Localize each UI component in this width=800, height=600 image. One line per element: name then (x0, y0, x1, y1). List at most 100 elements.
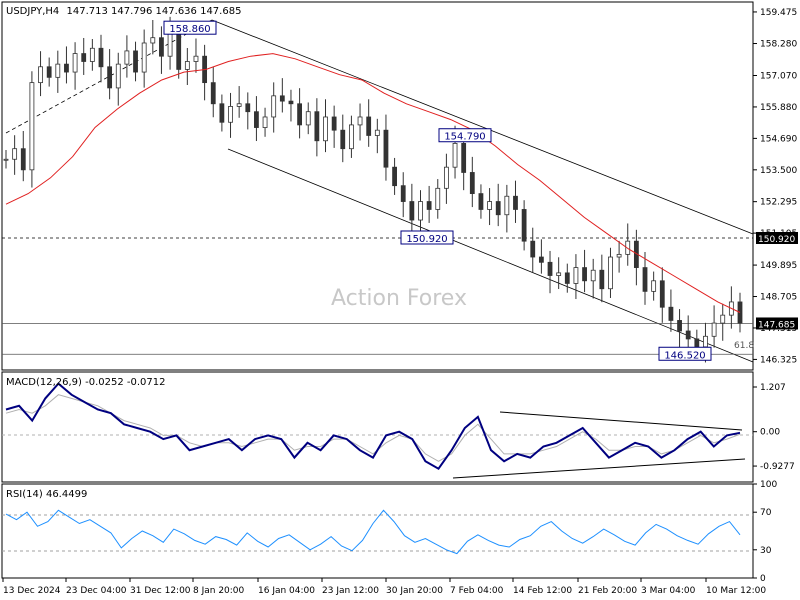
candle-body (677, 320, 682, 332)
price-tick-label: 159.475 (760, 8, 797, 18)
candle-body (426, 201, 432, 210)
candle-body (685, 330, 691, 340)
candle-body (340, 129, 346, 150)
candle-body (176, 32, 182, 70)
annotation-label: 158.860 (169, 24, 210, 35)
annotation-box (438, 128, 492, 143)
time-tick-label: 23 Dec 04:00 (66, 586, 127, 596)
candle-body (590, 269, 596, 282)
annotation-label: 154.790 (444, 132, 485, 143)
candle-body (314, 111, 320, 142)
macd-lower-trendline (452, 458, 746, 479)
candle-body (582, 267, 587, 282)
macd-axis: 1.207 0.00 -0.9277 (753, 383, 795, 472)
candle-body (659, 280, 665, 308)
candle-body (651, 280, 657, 292)
rsi-tick-label: 0 (760, 574, 766, 584)
candle-body (219, 103, 225, 123)
candle-body (608, 256, 613, 290)
candle-body (297, 103, 303, 126)
candle-body (236, 103, 242, 107)
price-pane: Action Forex 158.860 154.790 150.920 146.52… (1, 1, 754, 371)
candle-body (487, 201, 492, 210)
macd-line (5, 382, 741, 471)
annotation-box (163, 20, 217, 35)
candle-body (254, 111, 259, 128)
price-tick-label: 158.280 (760, 40, 797, 50)
candle-body (133, 50, 138, 73)
candle-body (115, 63, 121, 89)
ohlc-values: 147.713 147.796 147.636 147.685 (66, 6, 241, 17)
time-tick-label: 8 Jan 20:00 (193, 586, 245, 596)
annotation-label: 150.920 (406, 234, 447, 245)
symbol-title: USDJPY,H4 (6, 6, 59, 17)
candle-body (46, 66, 52, 78)
price-tick-label: 149.895 (760, 261, 797, 271)
time-tick-label: 3 Mar 04:00 (641, 586, 696, 596)
candle-body (279, 95, 285, 102)
candle-body (98, 47, 104, 68)
candle-body (184, 61, 190, 70)
time-tick-label: 7 Feb 04:00 (450, 586, 504, 596)
price-tick-label: 157.070 (760, 71, 797, 81)
macd-upper-trendline (499, 411, 743, 431)
price-tick-label: 153.500 (760, 166, 797, 176)
time-tick-label: 31 Dec 12:00 (130, 586, 191, 596)
price-axis: 159.475 158.280 157.070 155.880 154.690 153.5… (753, 8, 798, 365)
price-pane-border (1, 1, 754, 371)
candle-body (159, 37, 164, 57)
candle-body (461, 143, 467, 173)
rsi-pane-border (1, 483, 754, 579)
candle-body (124, 50, 130, 65)
price-tick-label: 155.880 (760, 103, 797, 113)
candle-body (64, 63, 69, 73)
time-tick-label: 16 Jan 04:00 (258, 586, 315, 596)
candle-body (323, 116, 328, 142)
candle-body (521, 209, 527, 242)
channel-upper-line (211, 19, 754, 235)
candle-body (245, 103, 251, 113)
candle-body (452, 143, 458, 168)
time-tick-label: 13 Dec 2024 (3, 586, 61, 596)
candle-body (331, 116, 337, 131)
candle-body (720, 314, 726, 324)
time-tick-label: 21 Feb 20:00 (578, 586, 637, 596)
candle-body (349, 124, 354, 150)
candle-body (504, 195, 510, 216)
macd-tick-label: -0.9277 (760, 462, 795, 472)
candle-body (150, 37, 156, 44)
candle-body (737, 301, 743, 324)
candle-body (357, 116, 363, 126)
candle-body (271, 95, 277, 118)
candle-body (210, 82, 216, 105)
rsi-tick-label: 30 (760, 546, 772, 556)
candle-body (599, 269, 605, 290)
candle-body (12, 148, 18, 160)
watermark: Action Forex (331, 286, 467, 311)
candle-body (366, 116, 372, 136)
candle-body (193, 55, 199, 62)
macd-tick-label: 1.207 (760, 383, 786, 393)
candle-body (711, 322, 717, 337)
rsi-tick-label: 70 (760, 508, 772, 518)
price-tick-label: 146.325 (760, 355, 797, 365)
candle-body (530, 240, 536, 258)
candle-body (305, 111, 311, 126)
price-tag (756, 231, 798, 244)
candle-body (20, 148, 26, 171)
rsi-pane: RSI(14) 46.4499 100 70 30 0 (1, 480, 777, 584)
price-tag-label: 147.685 (758, 320, 795, 330)
candle-body (89, 47, 95, 62)
candle-body (29, 82, 35, 171)
candle-body (668, 306, 674, 321)
candle-body (642, 267, 648, 292)
time-tick-label: 10 Mar 12:00 (706, 586, 766, 596)
candle-body (72, 53, 78, 73)
channel-lower-line (227, 148, 754, 363)
candle-body (38, 66, 43, 84)
candle-body (55, 63, 61, 78)
candle-body (694, 338, 700, 348)
candle-body (141, 42, 147, 73)
macd-pane: MACD(12,26,9) -0.0252 -0.0712 1.207 0.00 -… (1, 371, 795, 483)
